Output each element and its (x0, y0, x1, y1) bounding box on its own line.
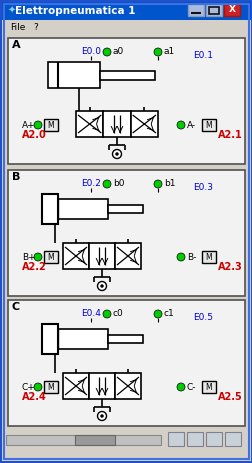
Text: A+: A+ (22, 120, 36, 130)
Bar (201, 119, 215, 131)
Text: B-: B- (186, 252, 196, 262)
Text: C: C (12, 302, 20, 312)
Text: M: M (47, 120, 54, 130)
Text: X: X (228, 6, 235, 14)
Bar (205, 432, 221, 446)
Bar (205, 4, 221, 16)
Bar (224, 432, 240, 446)
Text: M: M (47, 382, 54, 392)
Bar (58, 329, 108, 349)
Bar (44, 381, 58, 393)
Bar (186, 432, 202, 446)
Bar (2, 20, 250, 34)
Text: b1: b1 (163, 180, 175, 188)
Text: A2.2: A2.2 (22, 262, 47, 272)
Text: A2.5: A2.5 (217, 392, 242, 402)
Text: B: B (12, 172, 20, 182)
Bar (42, 194, 58, 224)
Bar (8, 38, 244, 164)
Circle shape (100, 284, 103, 288)
Text: A: A (12, 40, 21, 50)
Circle shape (34, 383, 42, 391)
Text: E0.2: E0.2 (81, 180, 101, 188)
Bar (187, 4, 203, 16)
Bar (223, 4, 239, 16)
Circle shape (176, 253, 184, 261)
Text: M: M (205, 120, 211, 130)
Bar (8, 300, 244, 426)
Bar (130, 111, 158, 137)
Text: c0: c0 (113, 309, 123, 319)
Text: ✦: ✦ (8, 6, 16, 16)
Text: C-: C- (186, 382, 196, 392)
Text: A2.1: A2.1 (217, 130, 242, 140)
Text: A2.3: A2.3 (217, 262, 242, 272)
Bar (6, 435, 160, 445)
Bar (63, 373, 89, 399)
Text: B+: B+ (22, 252, 36, 262)
Bar (108, 335, 142, 343)
Bar (103, 111, 130, 137)
Bar (201, 251, 215, 263)
Circle shape (176, 383, 184, 391)
Bar (89, 243, 115, 269)
Bar (58, 199, 108, 219)
Text: C+: C+ (22, 382, 36, 392)
Bar (76, 111, 103, 137)
Circle shape (115, 152, 118, 156)
Bar (115, 373, 140, 399)
Text: M: M (205, 252, 211, 262)
Circle shape (34, 253, 42, 261)
Circle shape (103, 310, 111, 318)
Text: E0.5: E0.5 (192, 313, 212, 323)
Bar (115, 243, 140, 269)
Circle shape (97, 282, 106, 290)
Text: E0.3: E0.3 (192, 183, 212, 193)
Text: A2.0: A2.0 (22, 130, 47, 140)
Text: E0.0: E0.0 (81, 48, 101, 56)
Text: b0: b0 (113, 180, 124, 188)
Text: File: File (10, 23, 25, 31)
Text: a0: a0 (113, 48, 124, 56)
Bar (42, 324, 58, 354)
Bar (44, 251, 58, 263)
Text: A2.4: A2.4 (22, 392, 47, 402)
Circle shape (153, 48, 161, 56)
Bar (75, 435, 115, 445)
Circle shape (112, 150, 121, 158)
Bar (8, 170, 244, 296)
Bar (2, 2, 250, 20)
Circle shape (153, 310, 161, 318)
Circle shape (103, 180, 111, 188)
Text: M: M (205, 382, 211, 392)
Text: E0.4: E0.4 (81, 309, 101, 319)
Bar (63, 243, 89, 269)
Bar (44, 119, 58, 131)
Circle shape (103, 48, 111, 56)
Bar (201, 381, 215, 393)
Text: E0.1: E0.1 (192, 51, 212, 61)
Bar (2, 427, 250, 461)
Bar (108, 205, 142, 213)
Bar (167, 432, 183, 446)
Text: M: M (47, 252, 54, 262)
Bar (208, 7, 218, 14)
Circle shape (34, 121, 42, 129)
Circle shape (100, 414, 103, 418)
Circle shape (97, 412, 106, 420)
Circle shape (176, 121, 184, 129)
Bar (48, 62, 100, 88)
Circle shape (153, 180, 161, 188)
Text: c1: c1 (163, 309, 174, 319)
Bar (89, 373, 115, 399)
Text: Elettropneumatica 1: Elettropneumatica 1 (15, 6, 135, 16)
Text: A-: A- (186, 120, 195, 130)
Text: a1: a1 (163, 48, 175, 56)
Text: ?: ? (33, 23, 38, 31)
Bar (100, 71, 154, 80)
Bar (2, 34, 250, 427)
